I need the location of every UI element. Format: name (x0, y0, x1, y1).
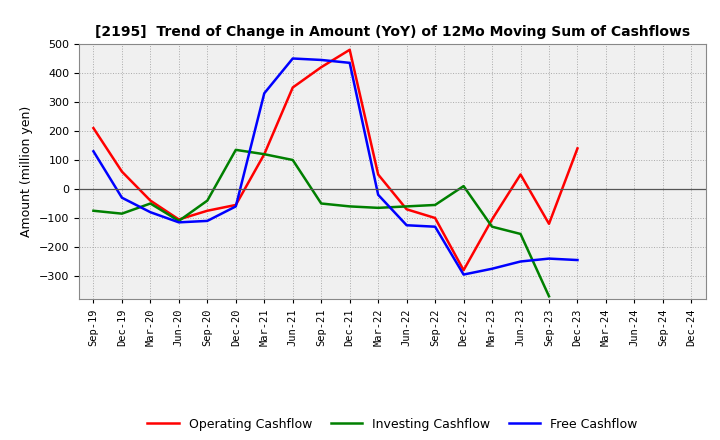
Free Cashflow (232, 204, 240, 209)
Investing Cashflow (174, 218, 183, 224)
Investing Cashflow (260, 151, 269, 157)
Line: Investing Cashflow: Investing Cashflow (94, 150, 549, 296)
Free Cashflow (573, 257, 582, 263)
Free Cashflow (174, 220, 183, 225)
Operating Cashflow (459, 268, 468, 273)
Free Cashflow (374, 192, 382, 198)
Free Cashflow (431, 224, 439, 229)
Investing Cashflow (289, 158, 297, 163)
Free Cashflow (459, 272, 468, 277)
Investing Cashflow (516, 231, 525, 237)
Investing Cashflow (146, 201, 155, 206)
Investing Cashflow (374, 205, 382, 210)
Investing Cashflow (117, 211, 126, 216)
Investing Cashflow (459, 183, 468, 189)
Title: [2195]  Trend of Change in Amount (YoY) of 12Mo Moving Sum of Cashflows: [2195] Trend of Change in Amount (YoY) o… (95, 25, 690, 39)
Free Cashflow (117, 195, 126, 200)
Free Cashflow (487, 266, 496, 271)
Investing Cashflow (346, 204, 354, 209)
Operating Cashflow (317, 65, 325, 70)
Operating Cashflow (573, 146, 582, 151)
Investing Cashflow (431, 202, 439, 208)
Operating Cashflow (232, 202, 240, 208)
Operating Cashflow (146, 198, 155, 203)
Operating Cashflow (487, 217, 496, 222)
Investing Cashflow (89, 208, 98, 213)
Operating Cashflow (346, 47, 354, 52)
Operating Cashflow (545, 221, 554, 227)
Investing Cashflow (317, 201, 325, 206)
Operating Cashflow (89, 125, 98, 131)
Investing Cashflow (203, 198, 212, 203)
Investing Cashflow (545, 293, 554, 299)
Free Cashflow (146, 209, 155, 215)
Line: Operating Cashflow: Operating Cashflow (94, 50, 577, 270)
Operating Cashflow (402, 207, 411, 212)
Free Cashflow (545, 256, 554, 261)
Operating Cashflow (203, 208, 212, 213)
Operating Cashflow (516, 172, 525, 177)
Legend: Operating Cashflow, Investing Cashflow, Free Cashflow: Operating Cashflow, Investing Cashflow, … (143, 413, 642, 436)
Free Cashflow (289, 56, 297, 61)
Operating Cashflow (260, 151, 269, 157)
Operating Cashflow (431, 215, 439, 220)
Free Cashflow (346, 60, 354, 66)
Line: Free Cashflow: Free Cashflow (94, 59, 577, 275)
Investing Cashflow (487, 224, 496, 229)
Free Cashflow (203, 218, 212, 224)
Investing Cashflow (402, 204, 411, 209)
Free Cashflow (260, 91, 269, 96)
Operating Cashflow (374, 172, 382, 177)
Free Cashflow (516, 259, 525, 264)
Operating Cashflow (174, 217, 183, 222)
Y-axis label: Amount (million yen): Amount (million yen) (20, 106, 33, 237)
Investing Cashflow (232, 147, 240, 153)
Operating Cashflow (289, 85, 297, 90)
Free Cashflow (317, 57, 325, 62)
Free Cashflow (402, 223, 411, 228)
Operating Cashflow (117, 169, 126, 174)
Free Cashflow (89, 149, 98, 154)
